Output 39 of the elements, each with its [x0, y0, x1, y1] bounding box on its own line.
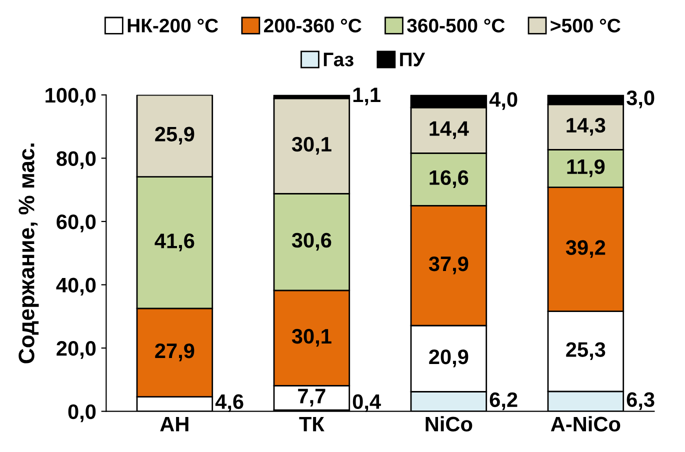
- data-label: 14,3: [566, 118, 606, 136]
- data-label: 6,3: [626, 392, 654, 410]
- y-axis-title: Содержание, % мас.: [18, 144, 39, 364]
- y-tick-label: 0,0: [68, 404, 96, 422]
- data-label: 11,9: [567, 159, 605, 178]
- legend-label: ПУ: [400, 52, 426, 66]
- data-label: 7,7: [298, 388, 326, 406]
- data-label: 0,4: [352, 394, 381, 412]
- x-tick-label: ТК: [299, 416, 324, 432]
- y-tick-label: 20,0: [56, 341, 96, 359]
- x-tick-label: NiCo: [426, 416, 472, 432]
- y-tick-label: 60,0: [56, 214, 96, 232]
- y-tick-label: 80,0: [56, 151, 96, 169]
- data-label: 41,6: [154, 234, 194, 252]
- data-label: 6,2: [490, 392, 518, 410]
- y-tick-label: 100,0: [46, 88, 96, 106]
- data-label: 1,1: [353, 88, 380, 106]
- data-label: 4,6: [215, 394, 244, 412]
- y-tick-label: 40,0: [56, 278, 96, 296]
- data-label: 16,6: [430, 170, 468, 188]
- data-label: 37,9: [428, 256, 468, 274]
- legend-label: НК-200 °С: [128, 18, 218, 32]
- data-label: 4,0: [489, 92, 518, 110]
- data-label: 39,2: [566, 240, 606, 258]
- legend-label: Газ: [324, 52, 354, 66]
- data-label: 30,6: [292, 232, 332, 251]
- data-label: 25,3: [566, 342, 606, 360]
- data-label: 27,9: [155, 343, 194, 362]
- legend-label: 360-500 °С: [407, 18, 505, 32]
- data-label: 3,0: [626, 90, 654, 108]
- x-tick-label: АН: [160, 416, 188, 432]
- legend-label: 200-360 °С: [264, 18, 362, 32]
- data-label: 14,4: [430, 121, 469, 139]
- data-label: 30,1: [292, 136, 332, 155]
- data-label: 30,1: [292, 328, 332, 347]
- data-label: 20,9: [429, 349, 468, 368]
- legend-label: >500 °С: [550, 18, 620, 32]
- data-label: 25,9: [155, 126, 194, 145]
- x-tick-label: A-NiCo: [550, 416, 620, 432]
